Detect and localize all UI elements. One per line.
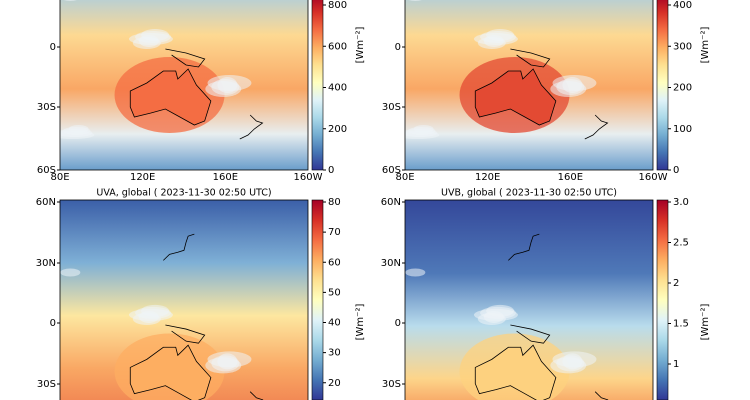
- colorbar-tick-label: 800: [328, 0, 347, 11]
- colorbar-tick-label: 80: [328, 197, 341, 208]
- new-zealand: [249, 391, 264, 400]
- lon-label: 160E: [558, 172, 583, 183]
- map: [60, 200, 308, 400]
- colorbar-unit: [Wm⁻²]: [355, 304, 366, 341]
- colorbar-tick-label: 0: [328, 165, 334, 176]
- colorbar-tick-label: 0: [673, 165, 679, 176]
- colorbar: [311, 0, 324, 171]
- colorbar-unit: [Wm⁻²]: [700, 27, 711, 64]
- colorbar: [311, 199, 324, 400]
- colorbar-tick-label: 40: [328, 318, 341, 329]
- lat-label: 60S: [37, 165, 56, 176]
- colorbar-tick-label: 100: [673, 124, 692, 135]
- cloud: [141, 29, 170, 41]
- panel-title: UVB, global ( 2023-11-30 02:50 UTC): [441, 188, 617, 199]
- cloud: [405, 268, 426, 277]
- map-frame: [404, 199, 654, 400]
- lat-label: 30S: [37, 379, 56, 390]
- lat-label: 30S: [382, 379, 401, 390]
- colorbar-tick-label: 30: [328, 348, 341, 359]
- new-zealand: [239, 114, 264, 140]
- map-panel: UVB, global ( 2023-11-30 02:50 UTC) 60N 30…: [381, 188, 711, 400]
- colorbar-tick-label: 1: [673, 359, 679, 370]
- lat-label: 0: [395, 42, 401, 53]
- new-zealand: [584, 114, 609, 140]
- colorbar: [656, 199, 669, 400]
- new-guinea: [165, 48, 206, 68]
- lat-label: 30S: [382, 102, 401, 113]
- map: [405, 0, 653, 170]
- new-guinea: [165, 324, 206, 344]
- cloud: [60, 268, 81, 277]
- map: [405, 200, 653, 400]
- lat-label: 30N: [381, 258, 401, 269]
- colorbar-tick-label: 600: [328, 41, 347, 52]
- lat-label: 60S: [382, 165, 401, 176]
- new-guinea: [510, 48, 551, 68]
- map-panel: UVA, global ( 2023-11-30 02:50 UTC) 60N 30…: [36, 188, 366, 400]
- colorbar-tick-label: 1.5: [673, 319, 689, 330]
- colorbar-tick-label: 20: [328, 378, 341, 389]
- australia: [474, 68, 557, 126]
- colorbar-unit: [Wm⁻²]: [355, 27, 366, 64]
- new-zealand: [594, 391, 609, 400]
- colorbar-tick-label: 50: [328, 287, 341, 298]
- cloud: [207, 75, 252, 91]
- new-guinea: [510, 324, 551, 344]
- lat-label: 30S: [37, 102, 56, 113]
- colorbar-tick-label: 70: [328, 227, 341, 238]
- lon-label: 120E: [130, 172, 155, 183]
- lon-label: 160E: [213, 172, 238, 183]
- lon-label: 160W: [294, 172, 323, 183]
- map-frame: [404, 0, 654, 171]
- lat-label: 0: [395, 318, 401, 329]
- cloud: [207, 351, 252, 368]
- cloud: [63, 0, 77, 1]
- colorbar-tick-label: 200: [673, 83, 692, 94]
- colorbar-tick-label: 400: [328, 83, 347, 94]
- lat-label: 30N: [36, 258, 56, 269]
- cloud: [413, 125, 434, 133]
- cloud: [552, 75, 597, 91]
- japan: [163, 233, 195, 261]
- cloud: [552, 351, 597, 368]
- map-frame: [59, 199, 309, 400]
- cloud: [141, 304, 170, 317]
- lat-label: 60N: [36, 197, 56, 208]
- lat-label: 0: [50, 42, 56, 53]
- lon-label: 160W: [639, 172, 668, 183]
- colorbar-tick-label: 300: [673, 41, 692, 52]
- colorbar-tick-label: 3.0: [673, 197, 689, 208]
- australia: [129, 68, 212, 126]
- colorbar: [656, 0, 669, 171]
- colorbar-unit: [Wm⁻²]: [700, 304, 711, 341]
- lat-label: 0: [50, 318, 56, 329]
- panel-title: UVA, global ( 2023-11-30 02:50 UTC): [96, 188, 271, 199]
- lon-label: 80E: [50, 172, 69, 183]
- japan: [508, 233, 540, 261]
- map-frame: [59, 0, 309, 171]
- colorbar-tick-label: 2: [673, 278, 679, 289]
- lat-label: 60N: [381, 197, 401, 208]
- colorbar-tick-label: 60: [328, 257, 341, 268]
- colorbar-tick-label: 400: [673, 0, 692, 11]
- cloud: [408, 0, 422, 1]
- cloud: [68, 125, 89, 133]
- australia: [129, 344, 212, 400]
- cloud: [486, 304, 515, 317]
- lon-label: 120E: [475, 172, 500, 183]
- colorbar-tick-label: 2.5: [673, 238, 689, 249]
- map: [60, 0, 308, 170]
- cloud: [486, 29, 515, 41]
- lon-label: 80E: [395, 172, 414, 183]
- australia: [474, 344, 557, 400]
- colorbar-tick-label: 200: [328, 124, 347, 135]
